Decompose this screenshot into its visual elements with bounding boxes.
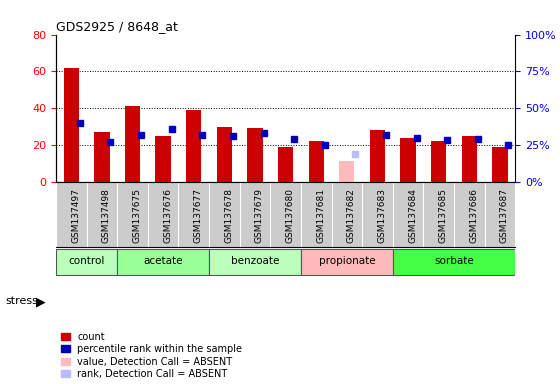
FancyBboxPatch shape xyxy=(209,248,301,275)
Text: GDS2925 / 8648_at: GDS2925 / 8648_at xyxy=(56,20,178,33)
Bar xyxy=(209,35,240,182)
Bar xyxy=(362,35,393,182)
Legend: count, percentile rank within the sample, value, Detection Call = ABSENT, rank, : count, percentile rank within the sample… xyxy=(61,332,242,379)
Text: GSM137687: GSM137687 xyxy=(500,188,509,243)
Bar xyxy=(454,35,484,182)
Text: GSM137684: GSM137684 xyxy=(408,188,417,243)
Bar xyxy=(370,130,385,182)
Bar xyxy=(87,35,117,182)
Bar xyxy=(301,35,332,182)
Bar xyxy=(156,136,171,182)
Bar xyxy=(332,35,362,182)
Bar xyxy=(217,126,232,182)
Bar xyxy=(148,35,179,182)
Text: GSM137676: GSM137676 xyxy=(163,188,172,243)
FancyBboxPatch shape xyxy=(117,248,209,275)
Text: GSM137498: GSM137498 xyxy=(102,188,111,243)
Bar xyxy=(423,35,454,182)
Text: ▶: ▶ xyxy=(36,295,46,308)
Text: GSM137683: GSM137683 xyxy=(377,188,386,243)
Bar xyxy=(339,161,354,182)
Text: sorbate: sorbate xyxy=(434,256,474,266)
Bar xyxy=(270,35,301,182)
Bar xyxy=(240,35,270,182)
Bar xyxy=(186,110,202,182)
Bar xyxy=(400,137,416,182)
FancyBboxPatch shape xyxy=(56,248,117,275)
Text: control: control xyxy=(68,256,105,266)
Bar xyxy=(278,147,293,182)
Text: acetate: acetate xyxy=(143,256,183,266)
FancyBboxPatch shape xyxy=(393,248,515,275)
Text: stress: stress xyxy=(6,296,39,306)
Text: GSM137677: GSM137677 xyxy=(194,188,203,243)
Bar xyxy=(94,132,110,182)
Text: GSM137685: GSM137685 xyxy=(438,188,447,243)
Text: propionate: propionate xyxy=(319,256,375,266)
Text: GSM137682: GSM137682 xyxy=(347,188,356,243)
Bar xyxy=(56,35,87,182)
Bar xyxy=(64,68,79,182)
FancyBboxPatch shape xyxy=(301,248,393,275)
Text: GSM137686: GSM137686 xyxy=(469,188,478,243)
Bar xyxy=(461,136,477,182)
Text: GSM137497: GSM137497 xyxy=(71,188,80,243)
Bar xyxy=(125,106,140,182)
Bar xyxy=(431,141,446,182)
Text: GSM137681: GSM137681 xyxy=(316,188,325,243)
Text: GSM137680: GSM137680 xyxy=(286,188,295,243)
Bar xyxy=(117,35,148,182)
Bar xyxy=(248,128,263,182)
Bar xyxy=(179,35,209,182)
Bar xyxy=(309,141,324,182)
Text: benzoate: benzoate xyxy=(231,256,279,266)
Bar xyxy=(393,35,423,182)
Bar xyxy=(492,147,507,182)
Text: GSM137675: GSM137675 xyxy=(133,188,142,243)
Text: GSM137679: GSM137679 xyxy=(255,188,264,243)
Bar xyxy=(484,35,515,182)
Text: GSM137678: GSM137678 xyxy=(225,188,234,243)
